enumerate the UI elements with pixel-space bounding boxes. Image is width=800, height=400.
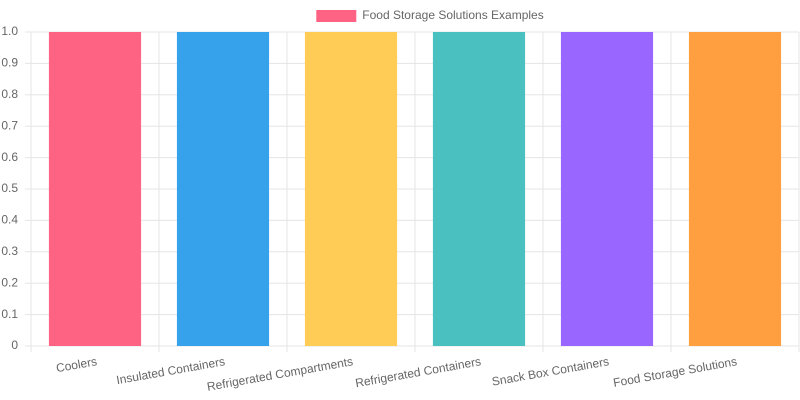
y-tick-label: 0.7 bbox=[1, 118, 18, 132]
x-tick-label: Snack Box Containers bbox=[491, 354, 610, 388]
y-tick-label: 0.8 bbox=[1, 87, 18, 101]
bar bbox=[176, 32, 270, 346]
x-tick-label: Refrigerated Containers bbox=[354, 354, 482, 390]
y-tick-label: 0.4 bbox=[1, 213, 18, 227]
y-tick-label: 1.0 bbox=[1, 24, 18, 38]
y-tick-label: 0.3 bbox=[1, 244, 18, 258]
y-tick-label: 0.2 bbox=[1, 275, 18, 289]
x-tick-label: Food Storage Solutions bbox=[612, 354, 738, 390]
bar bbox=[48, 32, 142, 346]
bar bbox=[304, 32, 398, 346]
x-tick-label: Refrigerated Compartments bbox=[206, 354, 354, 393]
bar bbox=[432, 32, 526, 346]
legend-label: Food Storage Solutions Examples bbox=[362, 8, 543, 22]
x-tick-label: Coolers bbox=[55, 354, 98, 375]
legend-swatch bbox=[316, 10, 357, 22]
y-tick-label: 0.1 bbox=[1, 307, 18, 321]
y-tick-label: 0.6 bbox=[1, 150, 18, 164]
bar bbox=[560, 32, 654, 346]
y-tick-label: 0 bbox=[11, 338, 18, 352]
bar bbox=[688, 32, 782, 346]
y-tick-label: 0.9 bbox=[1, 56, 18, 70]
y-tick-label: 0.5 bbox=[1, 181, 18, 195]
